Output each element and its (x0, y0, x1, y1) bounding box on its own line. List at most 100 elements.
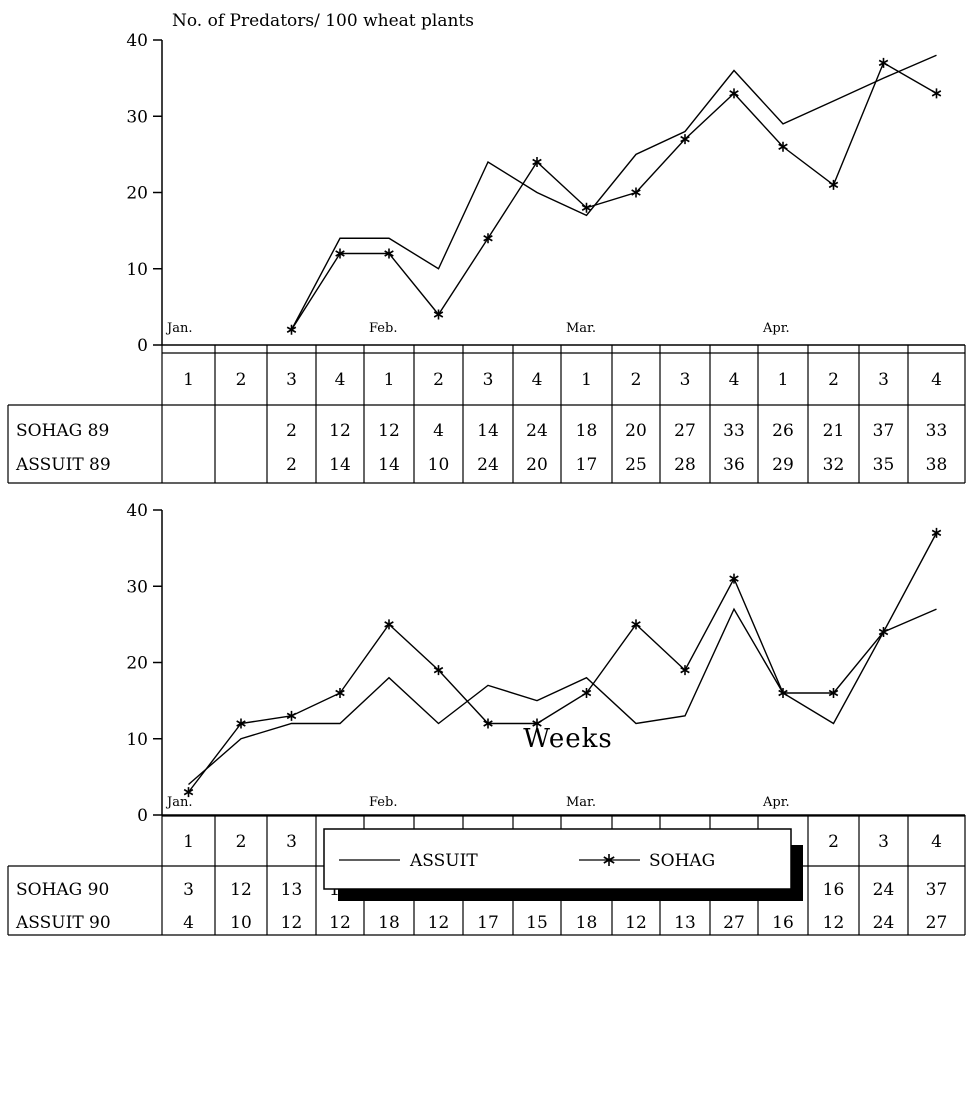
data-point-sohag (532, 718, 542, 729)
table-cell: 10 (230, 913, 252, 933)
table-row-label: SOHAG 90 (16, 880, 109, 900)
table-cell: 38 (926, 455, 948, 475)
table-cell: 15 (526, 913, 548, 933)
data-point-sohag (778, 688, 788, 698)
y-tick-label: 10 (126, 730, 148, 750)
y-tick-label: 10 (126, 260, 148, 280)
table-cell: 18 (378, 913, 400, 933)
y-tick-label: 0 (137, 336, 148, 356)
table-cell: 4 (433, 421, 444, 441)
table-row-label: SOHAG 89 (16, 421, 109, 441)
table-cell: 17 (576, 455, 598, 475)
table-cell: 33 (926, 421, 948, 441)
table-cell: 20 (526, 455, 548, 475)
month-label: Jan. (165, 795, 192, 810)
legend-sohag-marker-icon (603, 854, 615, 866)
table-row-label: ASSUIT 90 (15, 913, 111, 933)
data-point-sohag (433, 665, 444, 676)
table-cell: 16 (772, 913, 794, 933)
table-row-label: ASSUIT 89 (15, 455, 111, 475)
table-cell: 29 (772, 455, 794, 475)
week-number: 2 (236, 370, 247, 390)
table-cell: 17 (477, 913, 499, 933)
week-number: 2 (433, 370, 444, 390)
week-number: 4 (931, 832, 942, 852)
week-number: 3 (286, 370, 297, 390)
table-cell: 4 (183, 913, 194, 933)
x-axis-label: Weeks (523, 724, 612, 754)
week-number: 2 (631, 370, 642, 390)
table-cell: 10 (428, 455, 450, 475)
table-cell: 33 (723, 421, 745, 441)
legend-sohag-label: SOHAG (649, 851, 715, 871)
table-cell: 3 (183, 880, 194, 900)
data-point-sohag (581, 202, 592, 213)
week-number: 1 (581, 370, 592, 390)
table-cell: 12 (823, 913, 845, 933)
y-tick-label: 20 (126, 184, 148, 204)
table-cell: 32 (823, 455, 845, 475)
y-tick-label: 30 (126, 577, 148, 597)
month-label: Apr. (762, 795, 790, 810)
y-tick-label: 40 (126, 31, 148, 51)
table-cell: 24 (526, 421, 548, 441)
legend-assuit-label: ASSUIT (409, 851, 478, 871)
table-cell: 18 (576, 913, 598, 933)
data-point-sohag (631, 619, 641, 630)
data-point-sohag (286, 710, 297, 721)
table-cell: 27 (926, 913, 948, 933)
data-point-sohag (828, 179, 839, 190)
data-point-sohag (931, 527, 942, 538)
month-label: Feb. (369, 321, 397, 336)
data-point-sohag (286, 324, 297, 335)
data-point-sohag (335, 688, 345, 698)
table-cell: 12 (329, 421, 351, 441)
y-tick-label: 0 (137, 806, 148, 826)
series-line-sohag (290, 61, 937, 331)
data-point-sohag (631, 187, 641, 198)
table-cell: 14 (329, 455, 351, 475)
table-cell: 16 (823, 880, 845, 900)
table-cell: 24 (873, 880, 895, 900)
table-cell: 12 (625, 913, 647, 933)
week-number: 3 (286, 832, 297, 852)
table-cell: 12 (230, 880, 252, 900)
week-number: 4 (931, 370, 942, 390)
week-number: 4 (729, 370, 740, 390)
week-number: 4 (532, 370, 543, 390)
data-point-sohag (384, 248, 394, 259)
data-point-sohag (236, 718, 246, 729)
table-cell: 14 (378, 455, 400, 475)
data-point-sohag (680, 665, 690, 676)
table-cell: 14 (477, 421, 499, 441)
data-point-sohag (483, 233, 493, 244)
week-number: 3 (878, 832, 889, 852)
table-cell: 2 (286, 421, 297, 441)
table-cell: 21 (823, 421, 845, 441)
table-cell: 13 (281, 880, 303, 900)
data-point-sohag (335, 248, 345, 259)
week-number: 2 (828, 832, 839, 852)
y-tick-label: 40 (126, 501, 148, 521)
data-point-sohag (680, 134, 690, 145)
legend: ASSUIT SOHAG (323, 828, 803, 901)
y-axis-title: No. of Predators/ 100 wheat plants (172, 11, 474, 31)
table-cell: 28 (674, 455, 696, 475)
data-point-sohag (931, 88, 942, 99)
table-cell: 27 (723, 913, 745, 933)
data-point-sohag (729, 573, 739, 584)
data-point-sohag (483, 718, 493, 729)
week-number: 4 (335, 370, 346, 390)
data-point-sohag (729, 88, 739, 99)
week-number: 2 (828, 370, 839, 390)
data-point-sohag (878, 627, 889, 637)
table-cell: 12 (428, 913, 450, 933)
week-number: 3 (680, 370, 691, 390)
table-cell: 13 (674, 913, 696, 933)
table-cell: 27 (674, 421, 696, 441)
series-line-assuit (290, 54, 937, 331)
table-cell: 12 (281, 913, 303, 933)
week-number: 1 (183, 832, 194, 852)
data-point-sohag (878, 57, 889, 68)
